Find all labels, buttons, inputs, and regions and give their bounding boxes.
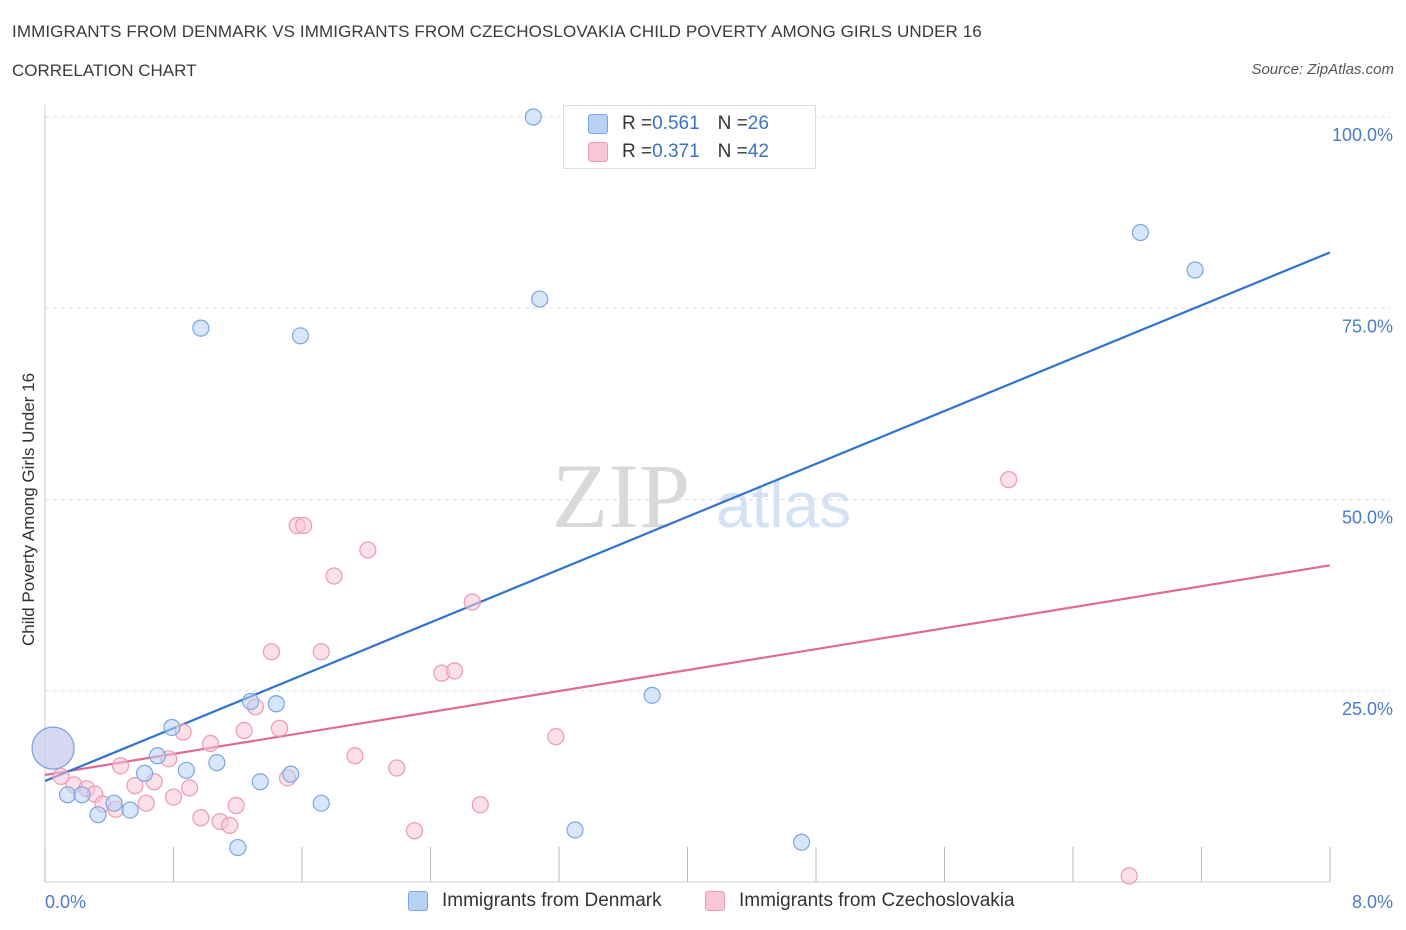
czech-point [463, 593, 481, 611]
bottom-czech-swatch [705, 891, 725, 911]
trend-lines [44, 251, 1331, 783]
czech-swatch [588, 142, 608, 162]
legend-row-czech: R = 0.371 N = 42 [588, 140, 769, 164]
y-tick-label: 50.0% [1342, 508, 1393, 528]
czech-point [270, 719, 289, 737]
denmark-point [31, 726, 75, 770]
czech-trend-line [44, 564, 1331, 776]
denmark-point [267, 695, 285, 713]
czech-point [405, 822, 424, 840]
denmark-point [229, 838, 247, 857]
legend-row-denmark: R = 0.561 N = 26 [588, 112, 769, 136]
denmark-point [163, 718, 181, 737]
czech-point [346, 747, 364, 765]
bottom-denmark-swatch [408, 891, 428, 911]
denmark-point [291, 327, 309, 345]
czech-point [388, 759, 406, 777]
denmark-point [177, 761, 195, 779]
czech-point [445, 662, 464, 680]
correlation-legend: R = 0.561 N = 26 R = 0.371 N = 42 [563, 105, 816, 169]
x-tick-label-max: 8.0% [1352, 892, 1393, 912]
czech-point [137, 794, 155, 812]
denmark-point [282, 765, 300, 783]
czech-point [164, 788, 183, 806]
denmark-point [242, 692, 260, 711]
denmark-point [524, 108, 542, 126]
czech-point [471, 796, 489, 814]
denmark-point [251, 773, 269, 791]
denmark-point [89, 806, 107, 824]
denmark-point [58, 786, 77, 804]
denmark-n-value: 26 [747, 113, 769, 134]
source-label: Source: ZipAtlas.com [1251, 61, 1394, 78]
bottom-czech-label: Immigrants from Czechoslovakia [739, 890, 1015, 911]
czech-point [312, 643, 330, 661]
czech-point [221, 816, 239, 834]
denmark-point [148, 747, 167, 765]
czech-n-value: 42 [747, 141, 769, 162]
denmark-point [312, 794, 330, 812]
x-tick-label-min: 0.0% [45, 892, 86, 912]
czech-point [262, 643, 281, 661]
denmark-point [531, 290, 549, 308]
watermark: ZIP atlas [552, 445, 851, 547]
denmark-point [73, 786, 91, 804]
denmark-point [1131, 223, 1150, 242]
denmark-swatch [588, 114, 608, 134]
denmark-r-label: R = [622, 113, 653, 134]
chart-title: IMMIGRANTS FROM DENMARK VS IMMIGRANTS FR… [12, 22, 982, 41]
gridlines [45, 116, 1390, 692]
czech-r-label: R = [622, 141, 653, 162]
bottom-legend-denmark: Immigrants from Denmark [408, 890, 662, 912]
czech-r-value: 0.371 [652, 141, 700, 162]
denmark-point [1186, 261, 1204, 279]
czech-point [359, 541, 377, 559]
czech-point [192, 809, 210, 827]
axis-labels: 25.0% 50.0% 75.0% 100.0% 0.0% 8.0% Child Pover… [19, 125, 1393, 912]
watermark-atlas: atlas [716, 469, 851, 541]
data-points [31, 108, 1204, 885]
watermark-zip: ZIP [552, 445, 690, 547]
bottom-legend-czech: Immigrants from Czechoslovakia [705, 890, 1015, 912]
czech-point [1000, 471, 1018, 489]
czech-point [52, 767, 70, 786]
bottom-denmark-label: Immigrants from Denmark [442, 890, 662, 911]
y-axis-label: Child Poverty Among Girls Under 16 [19, 373, 38, 646]
czech-point [235, 721, 253, 740]
y-tick-label: 25.0% [1342, 699, 1393, 719]
denmark-point [792, 833, 811, 851]
czech-n-label: N = [717, 141, 748, 162]
czech-point [201, 734, 220, 753]
czech-point [547, 728, 565, 746]
denmark-trend-line [44, 251, 1331, 783]
czech-point [227, 796, 245, 815]
denmark-point [105, 794, 123, 812]
czech-point [126, 777, 144, 795]
denmark-n-label: N = [717, 113, 748, 134]
denmark-point [121, 801, 139, 819]
czech-point [325, 567, 343, 585]
denmark-point [643, 686, 661, 704]
czech-point [295, 516, 313, 535]
denmark-r-value: 0.561 [652, 113, 700, 134]
y-tick-label: 100.0% [1332, 125, 1393, 145]
chart-subtitle: CORRELATION CHART [12, 61, 197, 80]
y-tick-label: 75.0% [1342, 316, 1393, 336]
denmark-point [566, 821, 584, 839]
czech-point [1120, 867, 1138, 885]
czech-point [180, 779, 199, 797]
denmark-point [192, 319, 210, 337]
denmark-point [208, 754, 226, 772]
denmark-point [135, 764, 154, 782]
czech-point [111, 757, 130, 775]
